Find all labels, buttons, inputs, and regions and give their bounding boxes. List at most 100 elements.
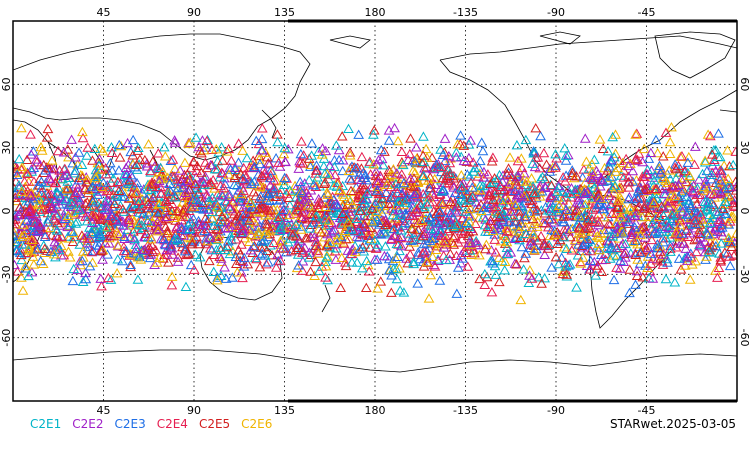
observation-marker [528,244,540,255]
observation-marker [274,225,286,235]
observation-marker [180,187,191,197]
observation-marker [23,270,34,281]
observation-marker [66,198,77,208]
observation-marker [383,198,395,209]
observation-marker [723,190,734,201]
observation-marker [25,149,37,159]
observation-marker [669,277,681,287]
observation-marker [77,132,89,143]
observation-marker [129,233,140,243]
observation-marker [129,161,141,172]
observation-marker [222,236,234,246]
observation-marker [611,242,623,253]
observation-marker [463,227,475,237]
observation-marker [712,272,723,282]
observation-marker [324,160,336,170]
observation-marker [131,187,143,197]
observation-marker [479,268,491,279]
observation-marker [509,199,521,210]
observation-marker [13,259,20,270]
observation-marker [480,226,491,236]
observation-marker [482,221,494,232]
observation-marker [203,204,214,214]
coastline-antarctica [13,349,737,373]
observation-marker [692,189,704,200]
observation-marker [676,228,688,238]
observation-marker [106,210,118,220]
observation-marker [206,144,218,155]
observation-marker [553,200,565,210]
observation-marker [580,188,592,199]
observation-marker [101,201,112,211]
observation-marker [360,227,372,237]
observation-marker [455,189,466,199]
observation-marker [448,170,460,181]
observation-marker [639,240,650,250]
observation-marker [361,188,373,198]
observation-marker [372,283,383,293]
observation-marker [411,204,423,214]
observation-marker [294,157,306,168]
observation-marker [456,193,467,204]
observation-marker [186,225,198,236]
observation-marker [623,182,635,192]
coastline-north-america [439,35,737,61]
observation-marker [521,189,533,200]
observation-marker [624,287,635,298]
observation-marker [684,274,696,284]
observation-marker [627,165,639,176]
observation-marker [187,194,199,205]
observation-marker [699,196,711,206]
observation-marker [332,207,344,218]
observation-marker [280,217,292,227]
observation-marker [526,198,538,209]
observation-marker [261,194,272,204]
observation-marker [113,139,125,150]
observation-marker [226,272,238,282]
observation-marker [344,147,356,157]
observation-marker [199,225,210,236]
observation-marker [82,238,93,248]
observation-marker [550,160,562,170]
observation-marker [380,187,392,197]
observation-marker [648,175,660,185]
observation-marker [219,223,231,233]
observation-marker [236,239,247,249]
observation-marker [537,171,548,182]
observation-marker [157,233,169,244]
observation-marker [328,180,340,190]
observation-marker [235,195,247,205]
observation-marker [394,263,405,273]
observation-marker [76,255,88,266]
observation-marker [463,139,475,149]
observation-marker [66,226,78,236]
observation-marker [36,182,47,193]
observation-marker [290,219,302,230]
observation-marker [424,212,435,223]
observation-marker [487,152,499,162]
observation-marker [462,208,474,219]
observation-marker [718,160,730,170]
observation-marker [31,156,43,167]
observation-marker [504,178,516,189]
observation-marker [529,161,541,172]
observation-marker [657,217,668,227]
observation-marker [70,218,82,228]
observation-marker [594,193,606,203]
observation-marker [36,176,47,186]
observation-marker [553,258,564,269]
observation-marker [220,273,232,283]
observation-marker [77,246,89,256]
observation-marker [679,260,691,270]
observation-marker [556,252,568,262]
observation-marker [261,245,273,255]
observation-marker [604,253,616,263]
observation-marker [246,178,257,189]
observation-marker [216,216,228,227]
observation-marker [600,168,612,178]
observation-marker [54,165,66,175]
observation-marker [171,234,183,245]
observation-marker [117,220,129,230]
observation-marker [310,181,322,191]
observation-marker [660,273,672,284]
